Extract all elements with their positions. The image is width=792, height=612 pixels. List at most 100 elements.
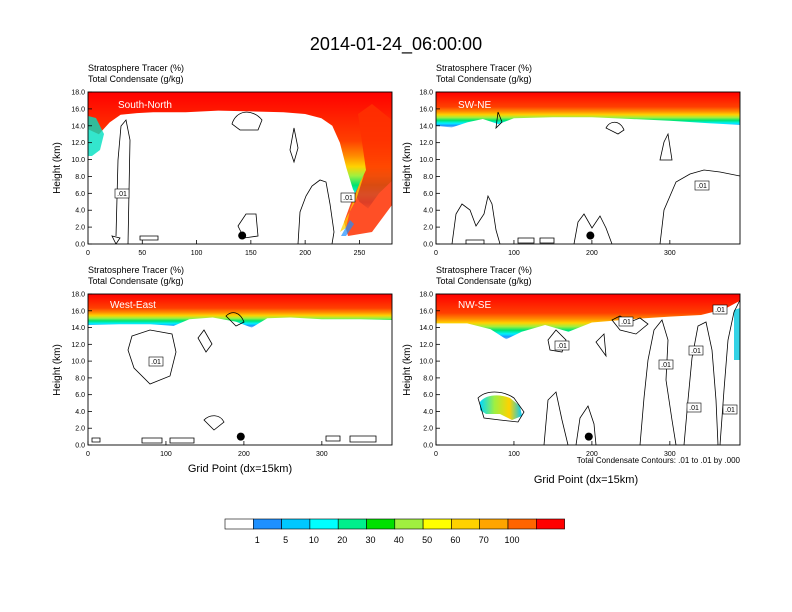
panel-title: SW-NE bbox=[458, 100, 491, 111]
colorbar-box bbox=[281, 518, 311, 530]
y-tick-label: 12.0 bbox=[71, 342, 85, 349]
plume-blue-south-north bbox=[341, 220, 354, 236]
plume-edge-south-north bbox=[340, 175, 364, 232]
x-axis-label: Grid Point (dx=15km) bbox=[188, 463, 292, 475]
colorbar-box bbox=[253, 518, 282, 530]
y-tick-label: 6.0 bbox=[75, 191, 85, 198]
plot-frame bbox=[87, 293, 393, 446]
contour-labels: .01 .01 .01 .01 .01 .01 .01 bbox=[554, 304, 738, 415]
location-marker bbox=[238, 231, 247, 240]
y-tick-label: 12.0 bbox=[419, 342, 433, 349]
x-tick-label: 0 bbox=[434, 250, 438, 257]
colorbar-tick-label: 10 bbox=[309, 535, 319, 545]
panel-south-north: Stratosphere Tracer (%) Total Condensate… bbox=[52, 63, 393, 257]
colorbar-box bbox=[394, 518, 424, 530]
panel-title: NW-SE bbox=[458, 300, 491, 311]
contour-value-label: .01 bbox=[688, 345, 704, 356]
x-ticks: 0 100 200 300 bbox=[434, 441, 676, 458]
y-tick-label: 2.0 bbox=[423, 426, 433, 433]
plot-frame bbox=[435, 91, 741, 245]
x-tick-label: 200 bbox=[586, 250, 598, 257]
y-tick-label: 4.0 bbox=[75, 208, 85, 215]
y-tick-label: 4.0 bbox=[423, 208, 433, 215]
panel-title: South-North bbox=[118, 100, 172, 111]
x-tick-label: 100 bbox=[508, 250, 520, 257]
y-tick-label: 10.0 bbox=[71, 157, 85, 164]
y-tick-label: 4.0 bbox=[75, 409, 85, 416]
svg-text:.01: .01 bbox=[689, 405, 699, 412]
x-ticks: 0 50 100 150 200 250 bbox=[86, 240, 365, 257]
y-tick-label: 2.0 bbox=[75, 225, 85, 232]
x-tick-label: 150 bbox=[245, 250, 257, 257]
contour-value-label: .01 bbox=[554, 340, 570, 351]
colorbar-tick-label: 60 bbox=[450, 535, 460, 545]
panel-label-condensate: Total Condensate (g/kg) bbox=[88, 276, 184, 286]
y-tick-label: 2.0 bbox=[75, 426, 85, 433]
colorbar-tick-label: 30 bbox=[365, 535, 375, 545]
colorbar-box bbox=[224, 518, 254, 530]
x-tick-label: 50 bbox=[138, 250, 146, 257]
y-tick-label: 0.0 bbox=[423, 242, 433, 249]
y-ticks: 0.0 2.0 4.0 6.0 8.0 10.0 12.0 14.0 16.0 18.0 bbox=[71, 292, 92, 450]
x-axis-label: Grid Point (dx=15km) bbox=[534, 474, 638, 486]
panel-sw-ne: Stratosphere Tracer (%) Total Condensate… bbox=[402, 63, 741, 257]
y-tick-label: 8.0 bbox=[75, 174, 85, 181]
right-edge-column bbox=[734, 308, 740, 360]
y-tick-label: 6.0 bbox=[423, 392, 433, 399]
svg-text:.01: .01 bbox=[697, 183, 707, 190]
colorbar-tick-label: 1 bbox=[255, 535, 260, 545]
figure-title: 2014-01-24_06:00:00 bbox=[310, 34, 482, 55]
y-tick-label: 6.0 bbox=[75, 392, 85, 399]
y-tick-label: 6.0 bbox=[423, 191, 433, 198]
colorbar-box bbox=[507, 518, 537, 530]
colorbar-box bbox=[422, 518, 452, 530]
colorbar-tick-label: 5 bbox=[283, 535, 288, 545]
y-tick-label: 10.0 bbox=[419, 157, 433, 164]
low-level-tracer-plume bbox=[480, 395, 522, 420]
colorbar-box bbox=[337, 518, 367, 530]
colorbar-labels: 1 5 10 20 30 40 50 60 70 100 bbox=[255, 535, 520, 545]
y-tick-label: 2.0 bbox=[423, 225, 433, 232]
contour-value-label: .01 bbox=[722, 404, 738, 415]
condensate-contour bbox=[111, 111, 335, 244]
y-tick-label: 0.0 bbox=[75, 443, 85, 450]
y-tick-label: 14.0 bbox=[71, 325, 85, 332]
contour-value-label: .01 bbox=[618, 316, 634, 327]
panel-title: West-East bbox=[110, 300, 156, 311]
colorbar-box bbox=[366, 518, 396, 530]
panel-label-condensate: Total Condensate (g/kg) bbox=[88, 74, 184, 84]
plume-south-north bbox=[344, 104, 392, 236]
y-ticks: 0.0 2.0 4.0 6.0 8.0 10.0 12.0 14.0 16.0 18.0 bbox=[419, 90, 440, 249]
contour-value-label: .01 bbox=[340, 192, 356, 203]
panel-label-condensate: Total Condensate (g/kg) bbox=[436, 276, 532, 286]
x-tick-label: 200 bbox=[586, 451, 598, 458]
y-tick-label: 16.0 bbox=[71, 308, 85, 315]
panel-nw-se: Stratosphere Tracer (%) Total Condensate… bbox=[402, 265, 741, 486]
colorbar-box bbox=[535, 518, 565, 530]
svg-text:.01: .01 bbox=[117, 191, 127, 198]
svg-text:.01: .01 bbox=[725, 407, 735, 414]
y-tick-label: 18.0 bbox=[419, 292, 433, 299]
panel-label-condensate: Total Condensate (g/kg) bbox=[436, 74, 532, 84]
colorbar-tick-label: 20 bbox=[337, 535, 347, 545]
panel-label-tracer: Stratosphere Tracer (%) bbox=[88, 63, 184, 73]
y-tick-label: 12.0 bbox=[419, 140, 433, 147]
y-axis-label: Height (km) bbox=[402, 142, 413, 194]
contour-value-label: .01 bbox=[712, 304, 728, 315]
y-tick-label: 4.0 bbox=[423, 409, 433, 416]
stratosphere-tracer-field bbox=[88, 294, 392, 328]
y-tick-label: 0.0 bbox=[75, 242, 85, 249]
colorbar-tick-label: 50 bbox=[422, 535, 432, 545]
svg-text:.01: .01 bbox=[621, 319, 631, 326]
colorbar-box bbox=[479, 518, 509, 530]
contour-value-label: .01 bbox=[694, 180, 710, 191]
colorbar-box bbox=[451, 518, 480, 530]
x-tick-label: 0 bbox=[86, 451, 90, 458]
panel-west-east: Stratosphere Tracer (%) Total Condensate… bbox=[52, 265, 393, 475]
y-tick-label: 8.0 bbox=[423, 375, 433, 382]
x-tick-label: 0 bbox=[434, 451, 438, 458]
y-axis-label: Height (km) bbox=[52, 142, 63, 194]
panel-label-tracer: Stratosphere Tracer (%) bbox=[436, 265, 532, 275]
location-marker bbox=[236, 432, 245, 441]
contour-value-label: .01 bbox=[686, 402, 702, 413]
